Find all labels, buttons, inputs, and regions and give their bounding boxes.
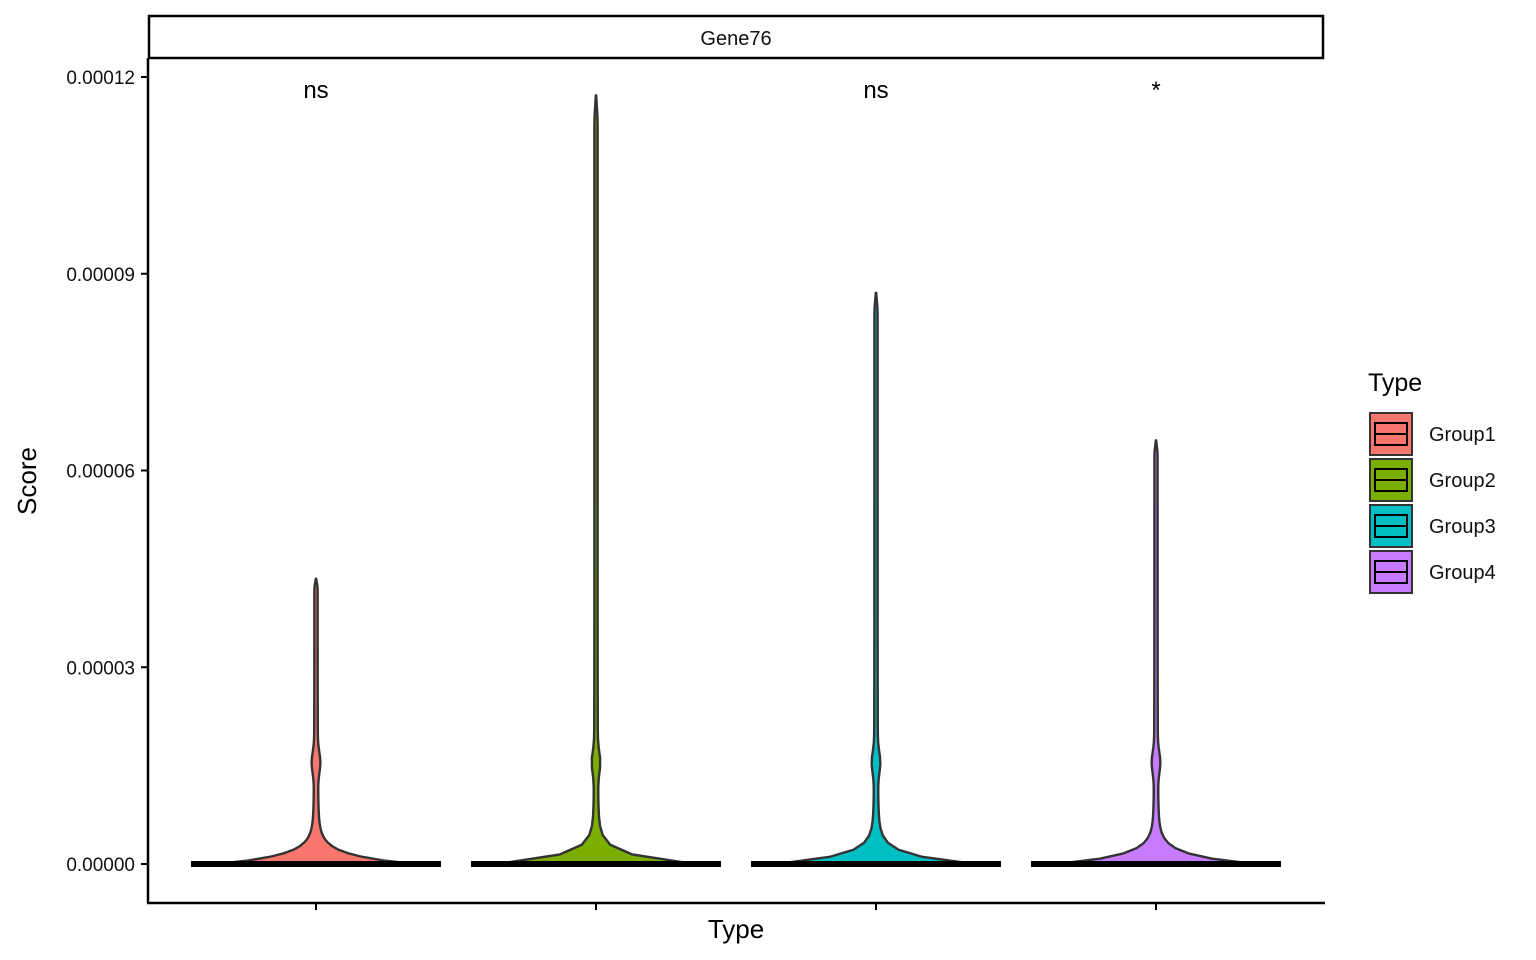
y-tick-label: 0.00012 [66, 68, 135, 89]
y-tick-label: 0.00009 [66, 265, 135, 286]
legend-item: Group4 [1369, 550, 1496, 594]
legend-label: Group1 [1429, 424, 1496, 446]
y-tick-label: 0.00003 [66, 658, 135, 679]
facet-label: Gene76 [700, 28, 771, 50]
significance-label: * [1151, 77, 1160, 104]
legend-item: Group1 [1369, 412, 1496, 456]
y-tick-label: 0.00006 [66, 462, 135, 483]
significance-label: ns [863, 77, 888, 104]
legend-label: Group4 [1429, 562, 1496, 584]
legend-item: Group2 [1369, 458, 1496, 502]
violin-layer [191, 94, 1281, 867]
significance-labels: ns ns * [303, 77, 1160, 104]
violin-group2 [496, 94, 696, 866]
y-axis-ticks: 0.00000 0.00003 0.00006 0.00009 0.00012 [66, 68, 148, 876]
legend-item: Group3 [1369, 504, 1496, 548]
x-axis-ticks [315, 903, 1157, 910]
facet-strip [147, 14, 1325, 60]
y-tick-label: 0.00000 [66, 855, 135, 876]
significance-label: ns [303, 77, 328, 104]
legend-title: Type [1368, 369, 1422, 397]
legend-label: Group3 [1429, 516, 1496, 538]
legend: Type Group1 Group2 Group3 Group4 [1368, 369, 1496, 594]
violin-group1 [216, 577, 416, 866]
violin-group4 [1056, 439, 1256, 866]
y-axis-title: Score [12, 447, 42, 515]
x-axis-title: Type [708, 914, 764, 944]
violin-group3 [776, 291, 976, 866]
legend-label: Group2 [1429, 470, 1496, 492]
